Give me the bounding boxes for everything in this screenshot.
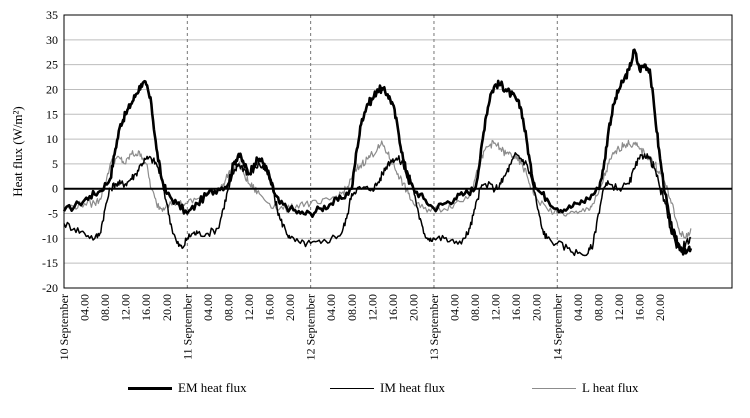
- hour-tick-label: 16.00: [633, 294, 647, 321]
- chart-legend: EM heat flux IM heat flux L heat flux: [0, 378, 750, 402]
- y-tick-labels: -20 -15 -10 -5 0 5 10 15 20 25 30 35: [42, 8, 58, 295]
- hour-tick-label: 20.00: [160, 294, 174, 321]
- y-tick-label: 15: [46, 107, 58, 121]
- hour-tick-label: 08.00: [221, 294, 235, 321]
- x-tick-labels: 10 September 04.00 08.00 12.00 16.00 20.00 11 …: [57, 294, 667, 360]
- series-line-1: [62, 48, 693, 256]
- day-label: 13 September: [427, 294, 441, 360]
- legend-label-l: L heat flux: [582, 380, 639, 395]
- hour-tick-label: 04.00: [201, 294, 215, 321]
- plot-frame: [63, 14, 733, 289]
- day-label: 10 September: [57, 294, 71, 360]
- hour-tick-label: 08.00: [98, 294, 112, 321]
- series-lines: [62, 48, 693, 257]
- y-tick-label: -5: [48, 207, 58, 221]
- y-tick-label: 5: [52, 157, 58, 171]
- legend-item-im: IM heat flux: [330, 380, 445, 396]
- hour-tick-label: 20.00: [653, 294, 667, 321]
- legend-item-l: L heat flux: [532, 380, 639, 396]
- y-tick-label: -20: [42, 281, 58, 295]
- hour-tick-label: 04.00: [571, 294, 585, 321]
- hour-tick-label: 16.00: [509, 294, 523, 321]
- y-tick-label: 0: [52, 182, 58, 196]
- hour-tick-label: 12.00: [612, 294, 626, 321]
- hour-tick-label: 20.00: [406, 294, 420, 321]
- day-label: 11 September: [180, 294, 194, 360]
- hour-tick-label: 04.00: [324, 294, 338, 321]
- series-line-3: [63, 139, 692, 239]
- legend-swatch-im: [330, 387, 374, 389]
- legend-swatch-l: [532, 387, 576, 389]
- hour-tick-label: 12.00: [242, 294, 256, 321]
- hour-tick-label: 20.00: [283, 294, 297, 321]
- hour-tick-label: 08.00: [591, 294, 605, 321]
- hour-tick-label: 08.00: [345, 294, 359, 321]
- y-tick-label: 25: [46, 58, 58, 72]
- hour-tick-label: 16.00: [263, 294, 277, 321]
- y-tick-label: 20: [46, 82, 58, 96]
- hour-tick-label: 16.00: [139, 294, 153, 321]
- day-label: 14 September: [550, 294, 564, 360]
- hour-tick-label: 20.00: [530, 294, 544, 321]
- hour-tick-label: 08.00: [468, 294, 482, 321]
- hour-tick-label: 04.00: [448, 294, 462, 321]
- hour-tick-label: 16.00: [386, 294, 400, 321]
- y-tick-label: 30: [46, 33, 58, 47]
- y-tick-label: -10: [42, 231, 58, 245]
- hour-tick-label: 12.00: [365, 294, 379, 321]
- y-tick-label: 10: [46, 132, 58, 146]
- y-tick-label: -15: [42, 256, 58, 270]
- hour-tick-label: 04.00: [78, 294, 92, 321]
- y-tick-label: 35: [46, 8, 58, 22]
- legend-label-im: IM heat flux: [380, 380, 445, 395]
- legend-item-em: EM heat flux: [128, 380, 247, 396]
- legend-label-em: EM heat flux: [178, 380, 247, 395]
- hour-tick-label: 12.00: [119, 294, 133, 321]
- y-axis-label: Heat flux (W/m²): [10, 106, 25, 197]
- hour-tick-label: 12.00: [489, 294, 503, 321]
- legend-swatch-em: [128, 386, 172, 390]
- day-label: 12 September: [304, 294, 318, 360]
- series-line-2: [63, 152, 692, 257]
